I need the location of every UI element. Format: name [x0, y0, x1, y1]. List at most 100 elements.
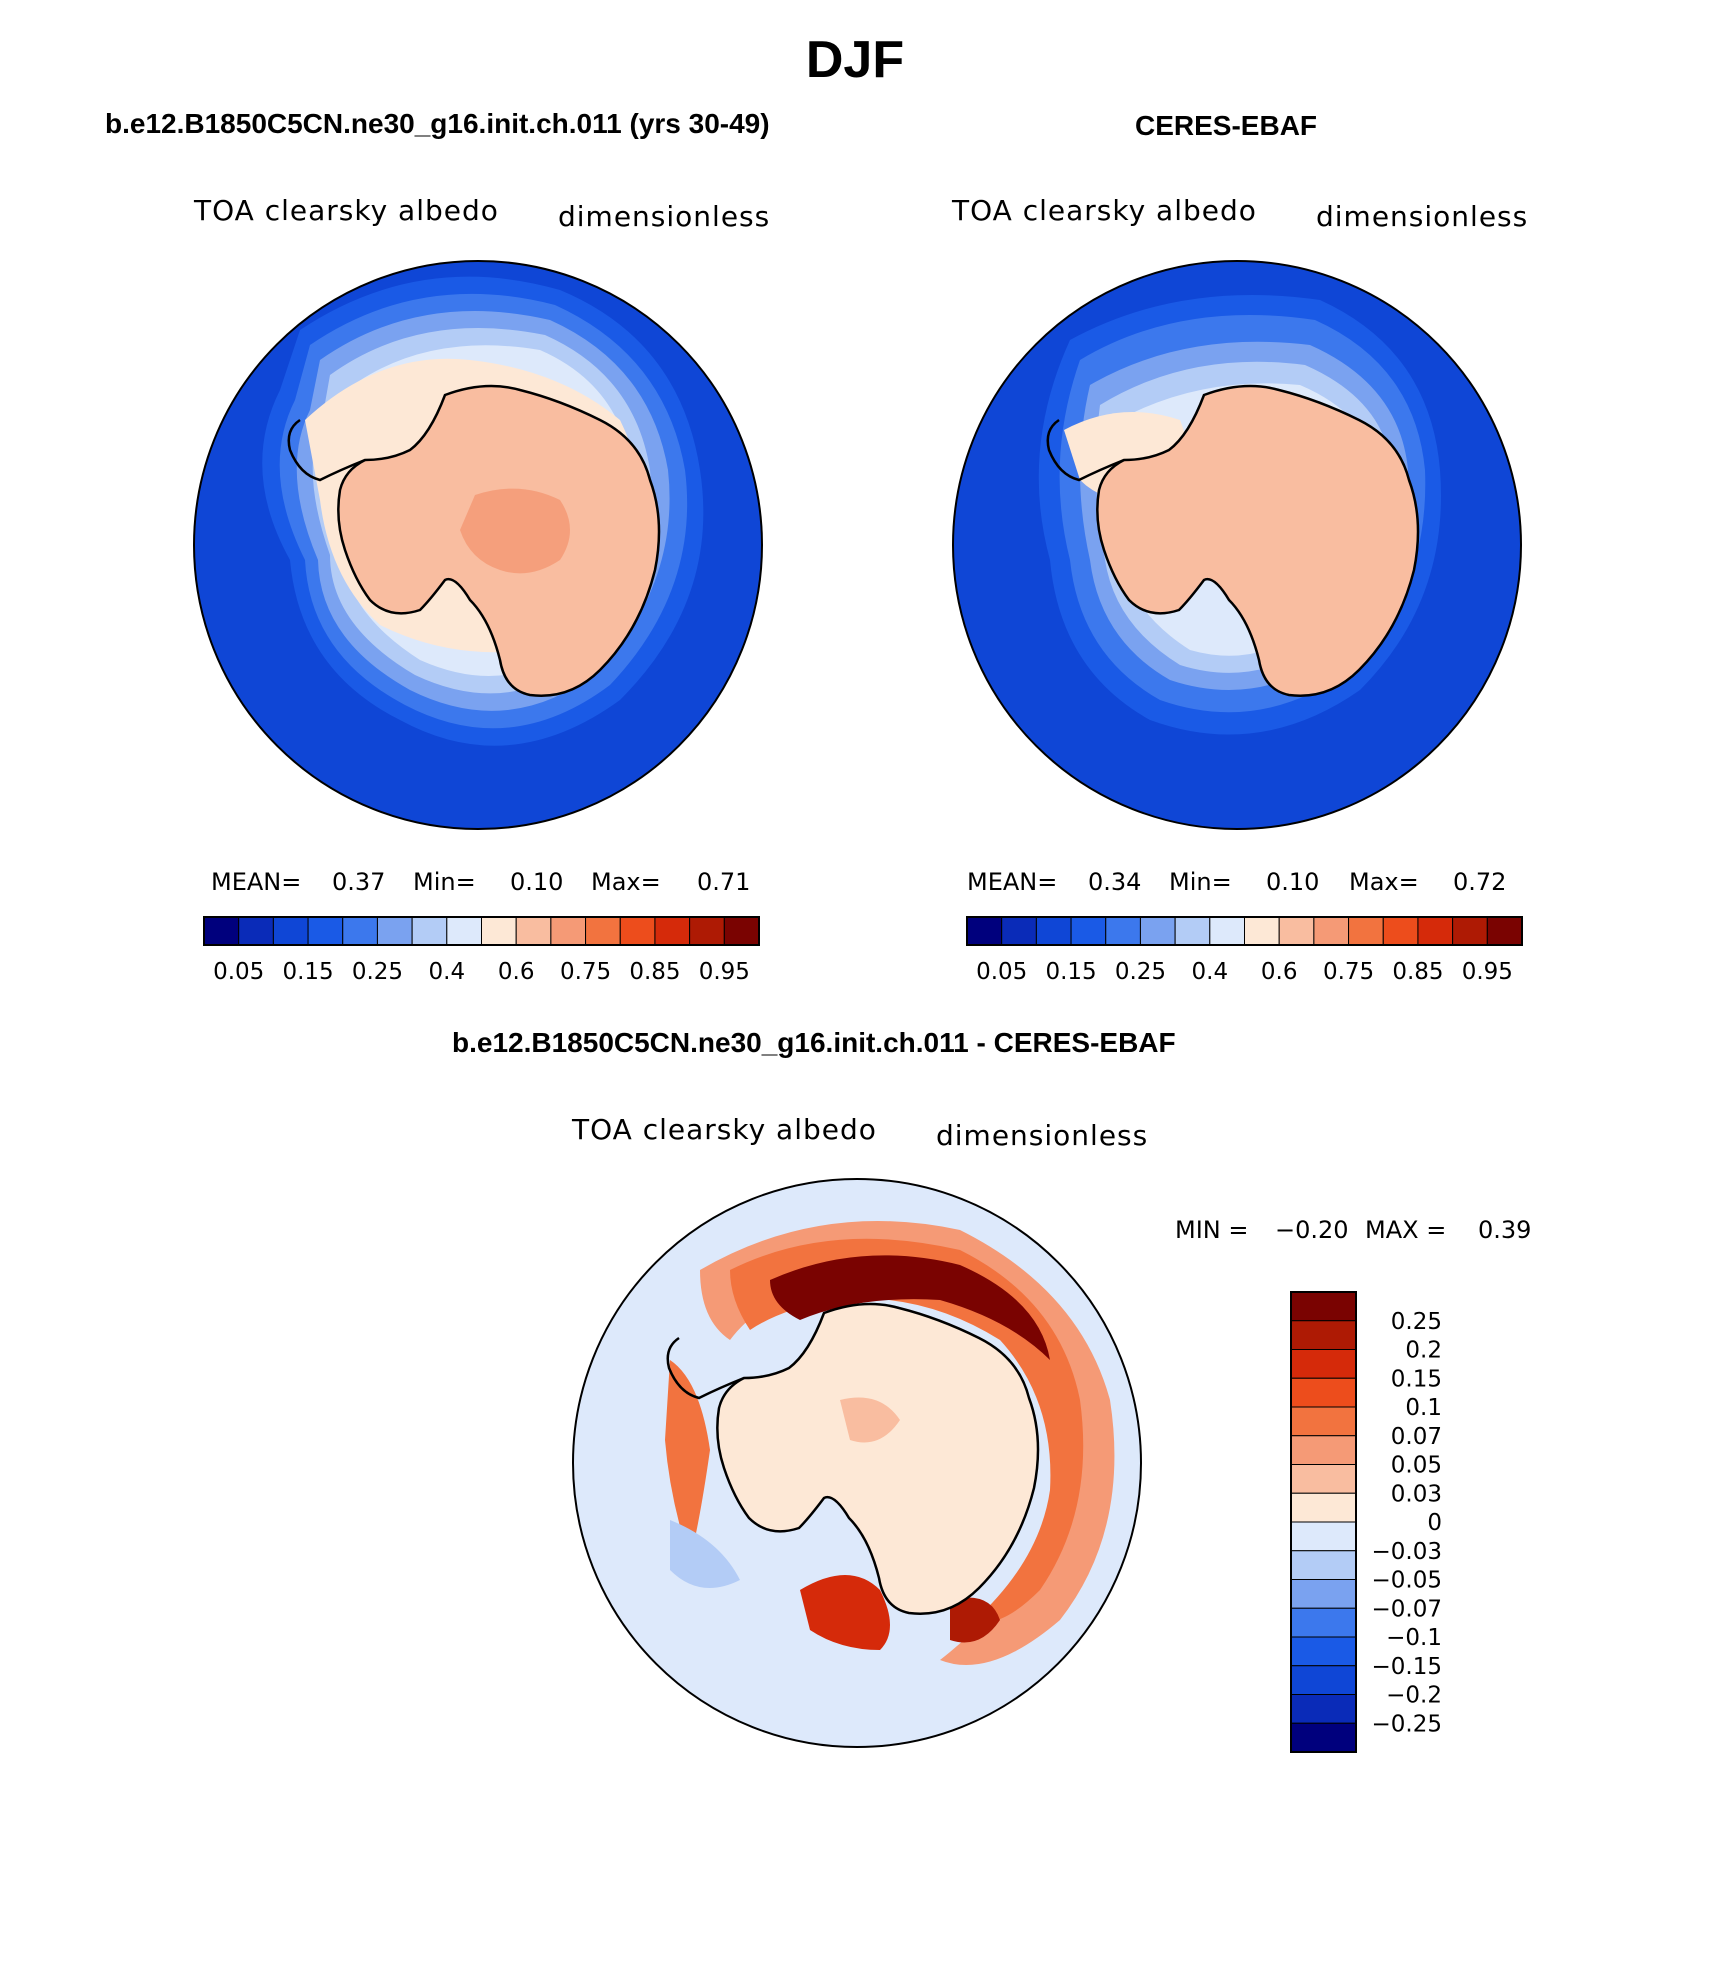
colorbar-diff-swatch [1290, 1320, 1357, 1350]
panel-title-obs: CERES-EBAF [1135, 110, 1318, 141]
colorbar-diff-swatch [1290, 1636, 1357, 1667]
max-value-diff: 0.39 [1478, 1216, 1532, 1244]
colorbar-model-tick-label: 0.4 [429, 959, 466, 985]
mean-label-model: MEAN= [211, 868, 302, 896]
colorbar-diff-tick-label: −0.15 [1372, 1654, 1442, 1680]
colorbar-diff-tick-label: 0 [1427, 1510, 1442, 1536]
colorbar-model-swatch [723, 916, 760, 946]
variable-label-model: TOA clearsky albedo [194, 194, 499, 227]
colorbar-model-swatch [689, 916, 725, 946]
colorbar-diff-swatch [1290, 1377, 1357, 1408]
mean-label-obs: MEAN= [967, 868, 1058, 896]
min-label-obs: Min= [1169, 868, 1232, 896]
colorbar-diff-swatch [1290, 1349, 1357, 1379]
colorbar-diff-swatch [1290, 1694, 1357, 1724]
colorbar-diff-tick-label: −0.07 [1372, 1596, 1442, 1622]
colorbar-obs-tick-label: 0.6 [1261, 959, 1298, 985]
colorbar-obs-swatch [1105, 916, 1141, 946]
colorbar-diff-tick-label: 0.2 [1405, 1338, 1442, 1364]
colorbar-diff-tick-label: 0.15 [1391, 1366, 1442, 1392]
colorbar-obs-swatch [1070, 916, 1107, 946]
colorbar-model-swatch [203, 916, 240, 946]
colorbar-diff-tick-label: 0.07 [1391, 1424, 1442, 1450]
colorbar-model-tick-label: 0.6 [498, 959, 535, 985]
colorbar-model-swatch [585, 916, 621, 946]
colorbar-diff-swatch [1290, 1464, 1357, 1494]
colorbar-diff-swatch [1290, 1607, 1357, 1638]
colorbar-obs-swatch [1382, 916, 1419, 946]
colorbar-obs-tick-label: 0.15 [1045, 959, 1096, 985]
min-value-model: 0.10 [510, 868, 564, 896]
colorbar-diff-swatch [1290, 1665, 1357, 1695]
colorbar-diff-tick-label: 0.1 [1405, 1395, 1442, 1421]
colorbar-model-swatch [619, 916, 656, 946]
colorbar-model-swatch [446, 916, 482, 946]
colorbar-obs-tick-label: 0.25 [1115, 959, 1166, 985]
colorbar-obs-swatch [1417, 916, 1454, 946]
colorbar-diff-swatch [1290, 1291, 1357, 1322]
mean-value-obs: 0.34 [1088, 868, 1142, 896]
colorbar-obs-swatch [966, 916, 1003, 946]
colorbar-model-tick-label: 0.75 [560, 959, 611, 985]
polar-map-diff [573, 1179, 1141, 1747]
colorbar-diff-swatch [1290, 1435, 1357, 1465]
panel-title-model: b.e12.B1850C5CN.ne30_g16.init.ch.011 (yr… [105, 108, 770, 139]
colorbar-model-tick-label: 0.15 [282, 959, 333, 985]
colorbar-diff-tick-label: −0.25 [1372, 1711, 1442, 1737]
page-title: DJF [805, 31, 905, 89]
colorbar-obs-swatch [1452, 916, 1488, 946]
colorbar-model-swatch [272, 916, 309, 946]
colorbar-diff: 0.250.20.150.10.070.050.030−0.03−0.05−0.… [1290, 1291, 1442, 1753]
map-border-obs [952, 260, 1522, 830]
max-label-model: Max= [591, 868, 661, 896]
colorbar-obs-tick-label: 0.95 [1462, 959, 1513, 985]
colorbar-model-tick-label: 0.95 [699, 959, 750, 985]
colorbar-obs-swatch [1139, 916, 1176, 946]
colorbar-diff-tick-label: 0.03 [1391, 1481, 1442, 1507]
min-value-obs: 0.10 [1266, 868, 1320, 896]
colorbar-model-swatch [411, 916, 448, 946]
min-label-model: Min= [413, 868, 476, 896]
colorbar-obs-swatch [1278, 916, 1315, 946]
colorbar-obs-swatch [1244, 916, 1280, 946]
colorbar-model: 0.05 0.15 0.25 0.4 0.6 0.75 0.85 0.95 [203, 916, 760, 985]
colorbar-diff-swatch [1290, 1492, 1357, 1523]
variable-label-obs: TOA clearsky albedo [952, 194, 1257, 227]
units-label-model: dimensionless [558, 200, 771, 233]
colorbar-diff-tick-label: 0.25 [1391, 1309, 1442, 1335]
colorbar-obs-swatch [1313, 916, 1350, 946]
max-label-diff: MAX = [1365, 1216, 1447, 1244]
map-border-model [193, 260, 763, 830]
colorbar-model-tick-label: 0.85 [629, 959, 680, 985]
colorbar-diff-swatch [1290, 1550, 1357, 1580]
colorbar-model-swatch [238, 916, 274, 946]
colorbar-model-swatch [550, 916, 587, 946]
colorbar-obs-swatch [1174, 916, 1211, 946]
colorbar-model-tick-label: 0.25 [352, 959, 403, 985]
colorbar-obs-tick-label: 0.05 [976, 959, 1027, 985]
min-label-diff: MIN = [1175, 1216, 1249, 1244]
units-label-diff: dimensionless [936, 1119, 1149, 1152]
colorbar-obs-swatch [1001, 916, 1037, 946]
polar-map-model [194, 261, 762, 829]
variable-label-diff: TOA clearsky albedo [572, 1113, 877, 1146]
mean-value-model: 0.37 [332, 868, 386, 896]
colorbar-diff-tick-label: −0.05 [1372, 1568, 1442, 1594]
colorbar-model-swatch [376, 916, 413, 946]
colorbar-model-swatch [515, 916, 552, 946]
colorbar-diff-tick-label: −0.2 [1386, 1683, 1442, 1709]
colorbar-model-tick-label: 0.05 [213, 959, 264, 985]
polar-map-obs [953, 261, 1521, 829]
colorbar-obs-swatch [1209, 916, 1245, 946]
colorbar-obs-swatch [1035, 916, 1072, 946]
colorbar-obs-swatch [1348, 916, 1384, 946]
colorbar-model-swatch [654, 916, 691, 946]
colorbar-diff-swatch [1290, 1521, 1357, 1552]
colorbar-diff-tick-label: 0.05 [1391, 1453, 1442, 1479]
colorbar-diff-tick-label: −0.1 [1386, 1625, 1442, 1651]
colorbar-obs-tick-label: 0.4 [1192, 959, 1229, 985]
colorbar-diff-swatch [1290, 1722, 1357, 1753]
max-label-obs: Max= [1349, 868, 1419, 896]
min-value-diff: −0.20 [1275, 1216, 1349, 1244]
